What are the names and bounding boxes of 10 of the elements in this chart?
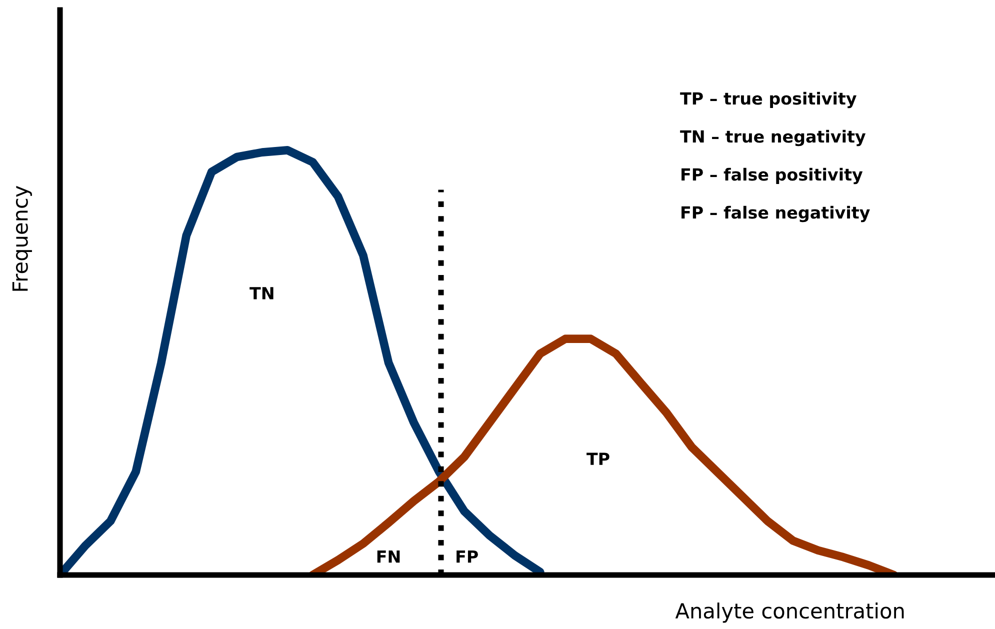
annotation: TN: [250, 287, 274, 300]
annotation: FP – false positivity: [682, 168, 863, 184]
y-axis-title: Frequency: [12, 186, 32, 291]
annotation: TP: [586, 452, 610, 465]
text: TP – true positivity: [680, 92, 856, 108]
annotation: FP: [456, 550, 478, 563]
annotation: FN: [377, 550, 400, 563]
text: TN – true negativity: [680, 130, 866, 146]
annotation: FP – false negativity: [682, 206, 870, 222]
x-axis-title: Analyte concentration: [675, 602, 904, 623]
